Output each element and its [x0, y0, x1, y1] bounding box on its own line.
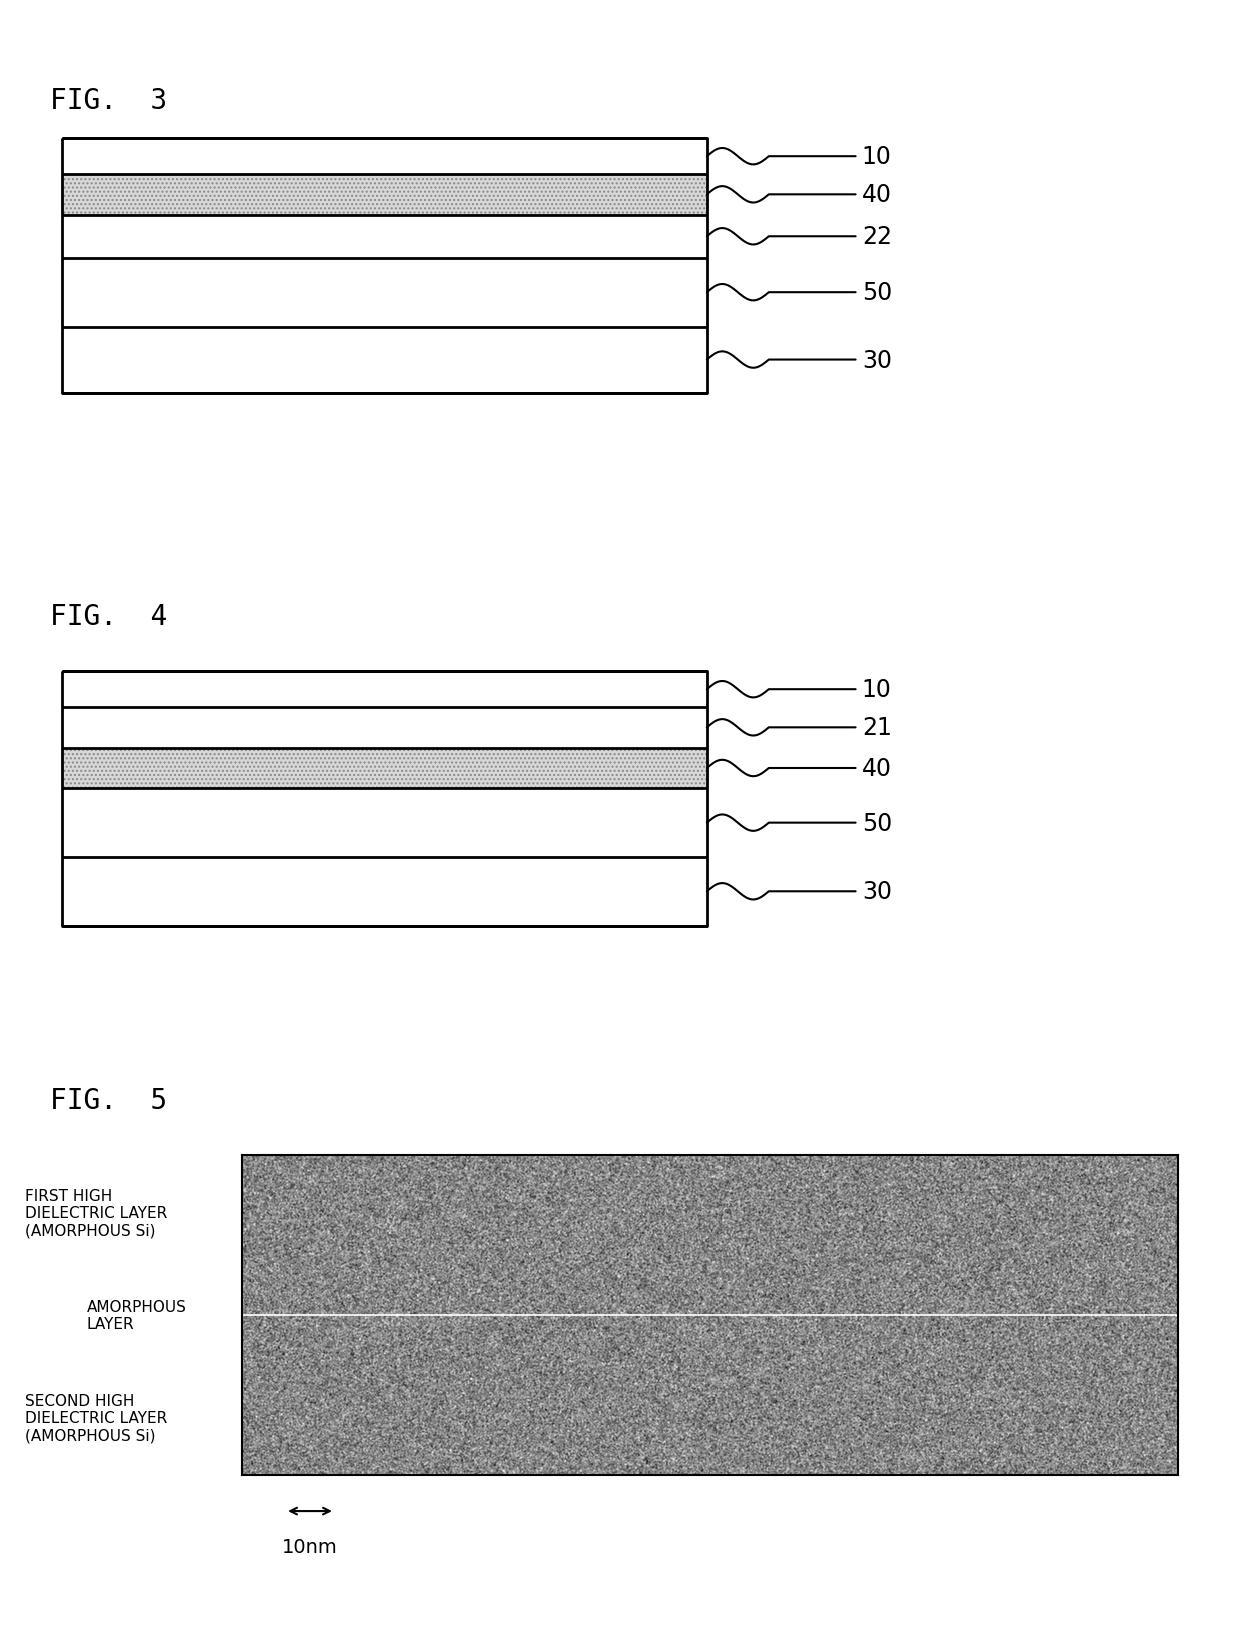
Text: FIG.  4: FIG. 4: [50, 603, 167, 631]
Text: 50: 50: [862, 280, 892, 305]
Text: 21: 21: [862, 716, 892, 739]
Text: AMORPHOUS
LAYER: AMORPHOUS LAYER: [87, 1300, 187, 1331]
Bar: [62, 708, 707, 747]
Text: 10: 10: [862, 146, 892, 169]
Text: FIG.  3: FIG. 3: [50, 87, 167, 115]
Bar: [62, 747, 707, 788]
Text: 10: 10: [862, 679, 892, 701]
Text: 40: 40: [862, 184, 892, 207]
Bar: [62, 259, 707, 328]
Text: 22: 22: [862, 225, 892, 249]
Bar: [62, 175, 707, 215]
Bar: [62, 216, 707, 259]
Bar: [62, 672, 707, 926]
Bar: [62, 139, 707, 393]
Bar: [62, 672, 707, 708]
Bar: [62, 139, 707, 175]
Text: FIRST HIGH
DIELECTRIC LAYER
(AMORPHOUS Si): FIRST HIGH DIELECTRIC LAYER (AMORPHOUS S…: [25, 1188, 167, 1237]
Bar: [62, 857, 707, 926]
Bar: [62, 747, 707, 788]
Bar: [62, 328, 707, 393]
Text: 10nm: 10nm: [283, 1537, 337, 1557]
Text: SECOND HIGH
DIELECTRIC LAYER
(AMORPHOUS Si): SECOND HIGH DIELECTRIC LAYER (AMORPHOUS …: [25, 1393, 167, 1442]
Bar: [62, 788, 707, 857]
Bar: [62, 175, 707, 215]
Text: FIG.  5: FIG. 5: [50, 1087, 167, 1115]
Text: 30: 30: [862, 349, 892, 372]
Text: 30: 30: [862, 880, 892, 903]
Text: 50: 50: [862, 811, 892, 836]
Text: 40: 40: [862, 757, 892, 780]
